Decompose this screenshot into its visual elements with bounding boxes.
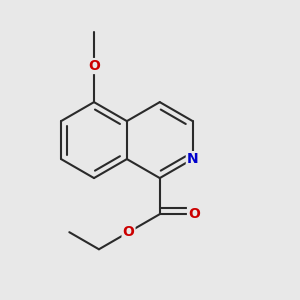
- Text: N: N: [187, 152, 199, 166]
- Text: O: O: [188, 207, 200, 221]
- Text: O: O: [88, 59, 100, 73]
- Text: O: O: [123, 225, 134, 239]
